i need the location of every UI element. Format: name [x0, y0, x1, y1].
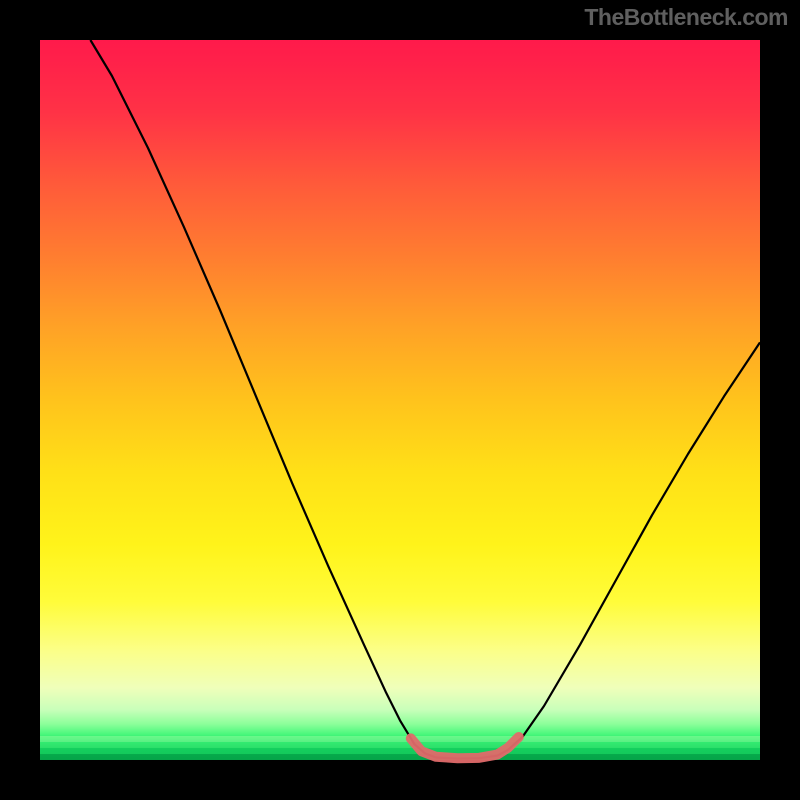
green-band: [40, 754, 760, 760]
green-band: [40, 748, 760, 754]
watermark-text: TheBottleneck.com: [584, 4, 788, 31]
green-band: [40, 736, 760, 742]
chart-svg: [0, 0, 800, 800]
chart-stage: TheBottleneck.com: [0, 0, 800, 800]
green-band: [40, 742, 760, 748]
